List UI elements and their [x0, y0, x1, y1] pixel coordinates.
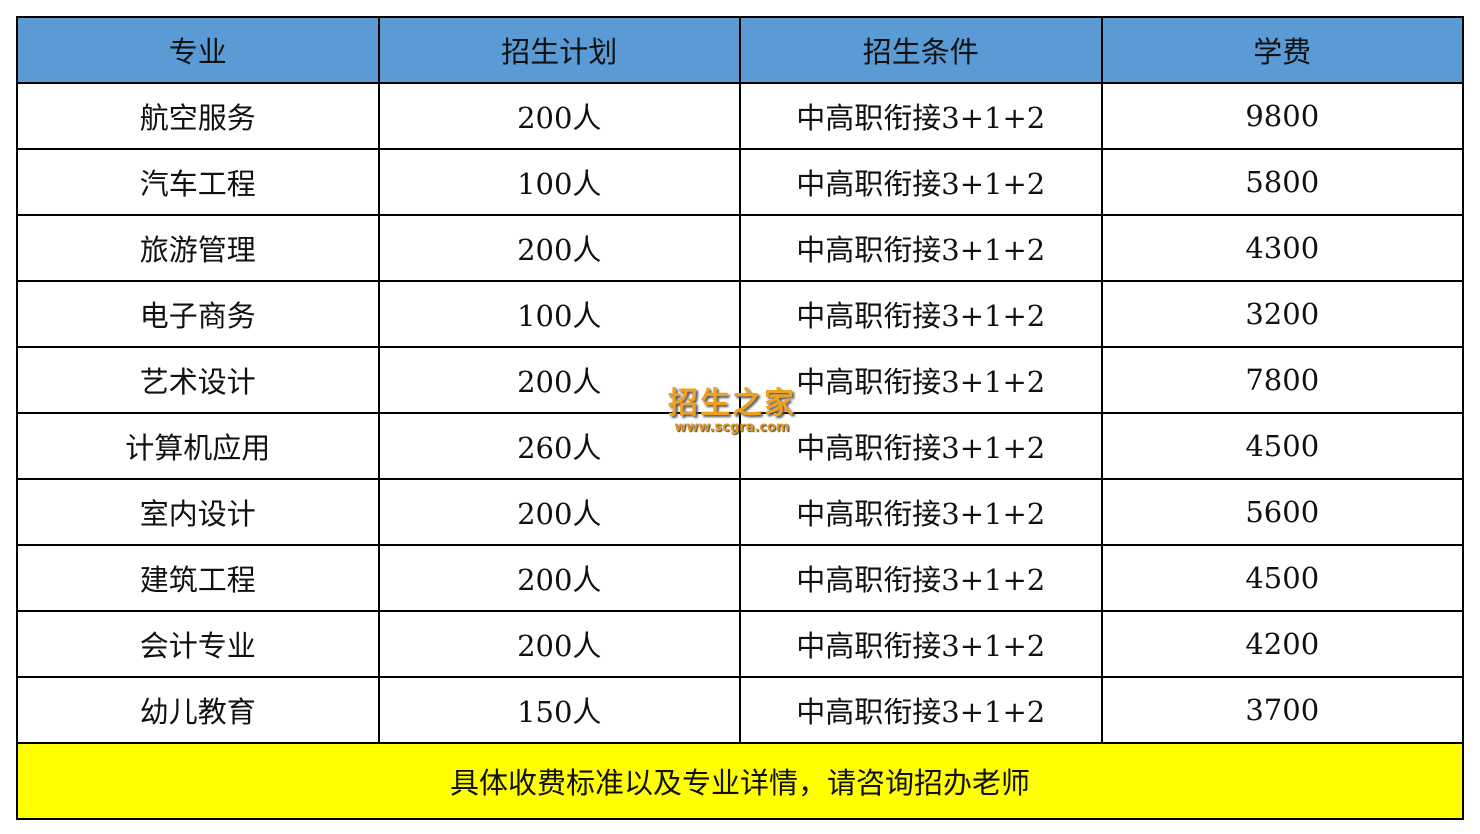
- cell-plan: 200人: [377, 214, 741, 282]
- table-row: 汽车工程 100人 中高职衔接3+1+2 5800: [16, 148, 1464, 216]
- table-row: 旅游管理 200人 中高职衔接3+1+2 4300: [16, 214, 1464, 282]
- table-row: 电子商务 100人 中高职衔接3+1+2 3200: [16, 280, 1464, 348]
- cell-tuition: 5800: [1100, 148, 1464, 216]
- table-row: 室内设计 200人 中高职衔接3+1+2 5600: [16, 478, 1464, 546]
- cell-major: 室内设计: [16, 478, 380, 546]
- cell-major: 旅游管理: [16, 214, 380, 282]
- cell-conditions: 中高职衔接3+1+2: [739, 478, 1103, 546]
- cell-tuition: 3700: [1100, 676, 1464, 744]
- cell-tuition: 5600: [1100, 478, 1464, 546]
- cell-tuition: 4500: [1100, 544, 1464, 612]
- cell-conditions: 中高职衔接3+1+2: [739, 82, 1103, 150]
- table-row: 航空服务 200人 中高职衔接3+1+2 9800: [16, 82, 1464, 150]
- cell-plan: 150人: [377, 676, 741, 744]
- header-tuition: 学费: [1100, 16, 1464, 84]
- cell-conditions: 中高职衔接3+1+2: [739, 412, 1103, 480]
- cell-major: 计算机应用: [16, 412, 380, 480]
- cell-conditions: 中高职衔接3+1+2: [739, 610, 1103, 678]
- cell-tuition: 7800: [1100, 346, 1464, 414]
- cell-plan: 200人: [377, 544, 741, 612]
- cell-tuition: 4300: [1100, 214, 1464, 282]
- cell-plan: 100人: [377, 148, 741, 216]
- cell-plan: 200人: [377, 82, 741, 150]
- table-row: 建筑工程 200人 中高职衔接3+1+2 4500: [16, 544, 1464, 612]
- cell-plan: 260人: [377, 412, 741, 480]
- cell-conditions: 中高职衔接3+1+2: [739, 346, 1103, 414]
- footer-note: 具体收费标准以及专业详情，请咨询招办老师: [16, 742, 1464, 820]
- cell-major: 艺术设计: [16, 346, 380, 414]
- table-row: 幼儿教育 150人 中高职衔接3+1+2 3700: [16, 676, 1464, 744]
- cell-conditions: 中高职衔接3+1+2: [739, 214, 1103, 282]
- table-row: 会计专业 200人 中高职衔接3+1+2 4200: [16, 610, 1464, 678]
- header-plan: 招生计划: [377, 16, 741, 84]
- cell-tuition: 9800: [1100, 82, 1464, 150]
- cell-plan: 200人: [377, 478, 741, 546]
- header-major: 专业: [16, 16, 380, 84]
- cell-major: 会计专业: [16, 610, 380, 678]
- cell-tuition: 4200: [1100, 610, 1464, 678]
- header-conditions: 招生条件: [739, 16, 1103, 84]
- cell-major: 电子商务: [16, 280, 380, 348]
- cell-plan: 200人: [377, 346, 741, 414]
- cell-conditions: 中高职衔接3+1+2: [739, 280, 1103, 348]
- cell-tuition: 3200: [1100, 280, 1464, 348]
- cell-major: 航空服务: [16, 82, 380, 150]
- cell-plan: 100人: [377, 280, 741, 348]
- cell-conditions: 中高职衔接3+1+2: [739, 676, 1103, 744]
- cell-major: 汽车工程: [16, 148, 380, 216]
- cell-major: 建筑工程: [16, 544, 380, 612]
- cell-tuition: 4500: [1100, 412, 1464, 480]
- footer-row: 具体收费标准以及专业详情，请咨询招办老师: [16, 742, 1464, 820]
- cell-major: 幼儿教育: [16, 676, 380, 744]
- enrollment-table: 专业 招生计划 招生条件 学费 航空服务 200人 中高职衔接3+1+2 9800 汽车…: [16, 16, 1464, 820]
- cell-conditions: 中高职衔接3+1+2: [739, 148, 1103, 216]
- table-row: 艺术设计 200人 中高职衔接3+1+2 7800: [16, 346, 1464, 414]
- table-row: 计算机应用 260人 中高职衔接3+1+2 4500: [16, 412, 1464, 480]
- cell-conditions: 中高职衔接3+1+2: [739, 544, 1103, 612]
- header-row: 专业 招生计划 招生条件 学费: [16, 16, 1464, 84]
- cell-plan: 200人: [377, 610, 741, 678]
